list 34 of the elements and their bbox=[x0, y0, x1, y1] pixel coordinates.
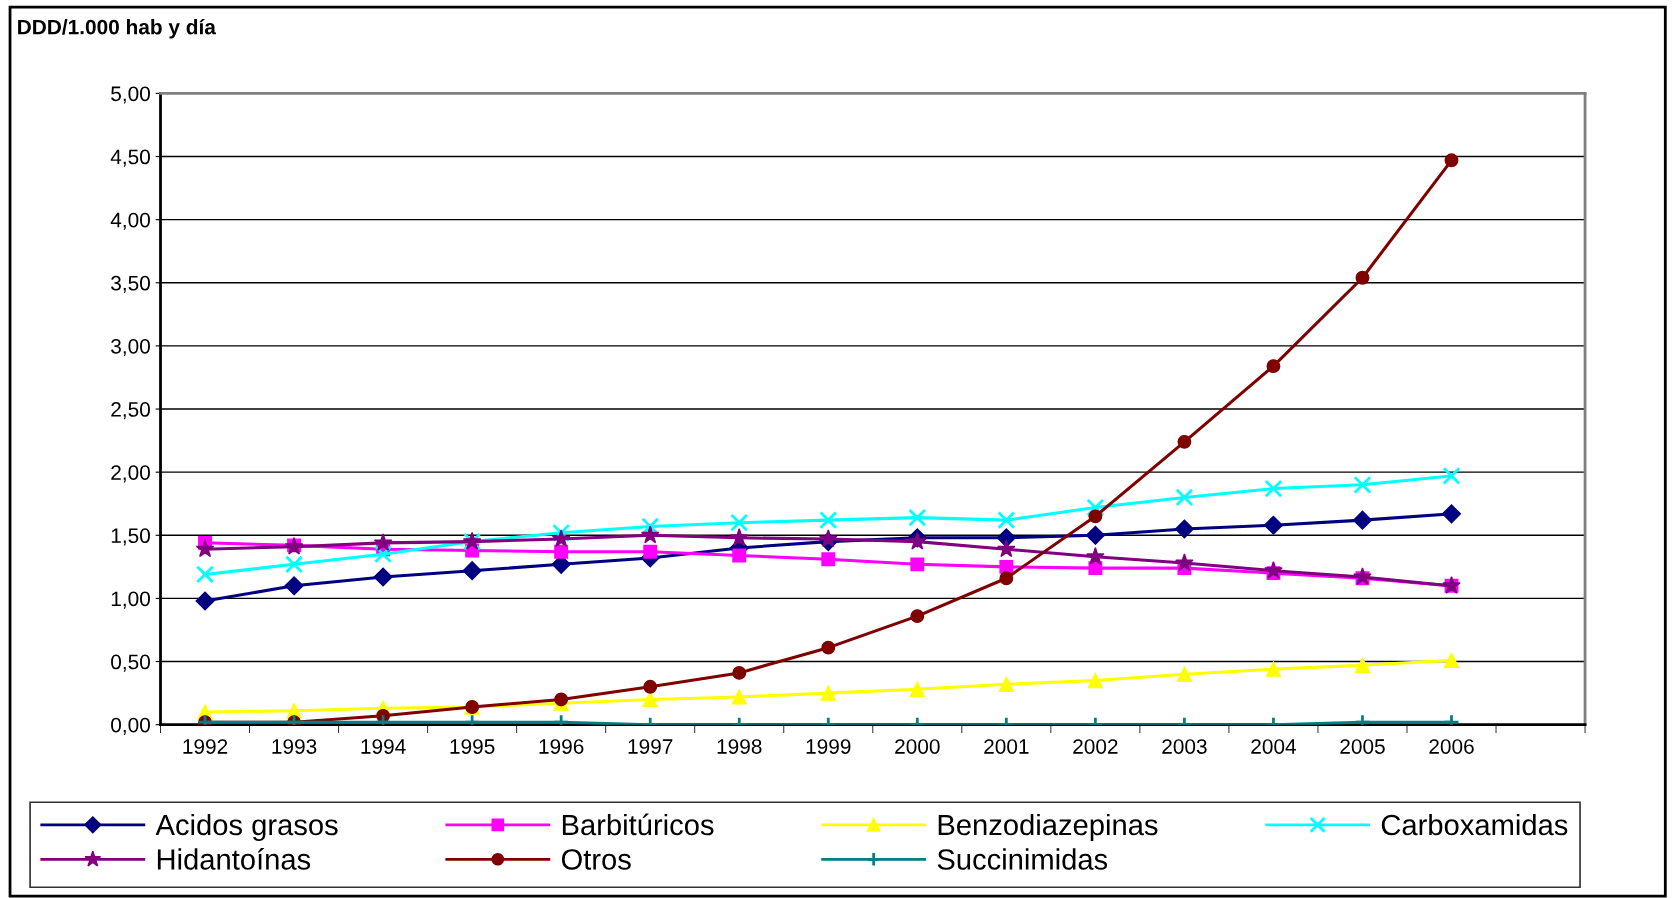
x-tick-label: 1999 bbox=[806, 739, 851, 754]
x-tick-label: 1998 bbox=[717, 739, 762, 754]
x-tick-label: 1994 bbox=[361, 739, 406, 754]
y-tick-label: 2,50 bbox=[111, 402, 150, 420]
y-tick-label: 0,00 bbox=[111, 717, 150, 735]
x-tick-label: 1992 bbox=[183, 739, 228, 754]
y-tick-label: 3,00 bbox=[111, 338, 150, 357]
y-tick-label: 4,50 bbox=[110, 149, 150, 167]
legend-label: Acidos grasos bbox=[155, 813, 338, 842]
legend-label: Carboxamidas bbox=[1381, 813, 1568, 836]
x-tick-label: 1993 bbox=[272, 739, 317, 754]
legend-label: Benzodiazepinas bbox=[938, 813, 1158, 842]
x-tick-label: 2006 bbox=[1429, 739, 1474, 754]
y-tick-label: 1,00 bbox=[111, 591, 150, 609]
y-tick-label: 1,50 bbox=[111, 528, 150, 546]
y-tick-label: 4,00 bbox=[110, 212, 150, 230]
x-tick-label: 2002 bbox=[1073, 739, 1118, 754]
y-axis-title: DDD/1.000 hab y día bbox=[18, 18, 216, 39]
x-tick-label: 2005 bbox=[1340, 739, 1385, 754]
y-tick-label: 3,50 bbox=[111, 275, 150, 293]
legend-label: Succinimidas bbox=[937, 848, 1108, 870]
y-tick-label: 0,50 bbox=[111, 654, 150, 672]
x-tick-label: 1996 bbox=[539, 739, 584, 754]
x-tick-label: 2003 bbox=[1162, 739, 1207, 754]
legend-label: Otros bbox=[561, 849, 631, 870]
y-tick-label: 2,00 bbox=[111, 465, 150, 483]
x-tick-label: 1995 bbox=[450, 739, 495, 754]
y-tick-label: 5,00 bbox=[111, 86, 150, 104]
x-tick-label: 2000 bbox=[895, 739, 940, 754]
legend-label: Barbitúricos bbox=[562, 813, 714, 836]
legend-label: Hidantoínas bbox=[157, 848, 311, 870]
x-tick-label: 1997 bbox=[628, 739, 673, 754]
x-tick-label: 2001 bbox=[984, 739, 1029, 754]
x-tick-label: 2004 bbox=[1251, 739, 1296, 754]
